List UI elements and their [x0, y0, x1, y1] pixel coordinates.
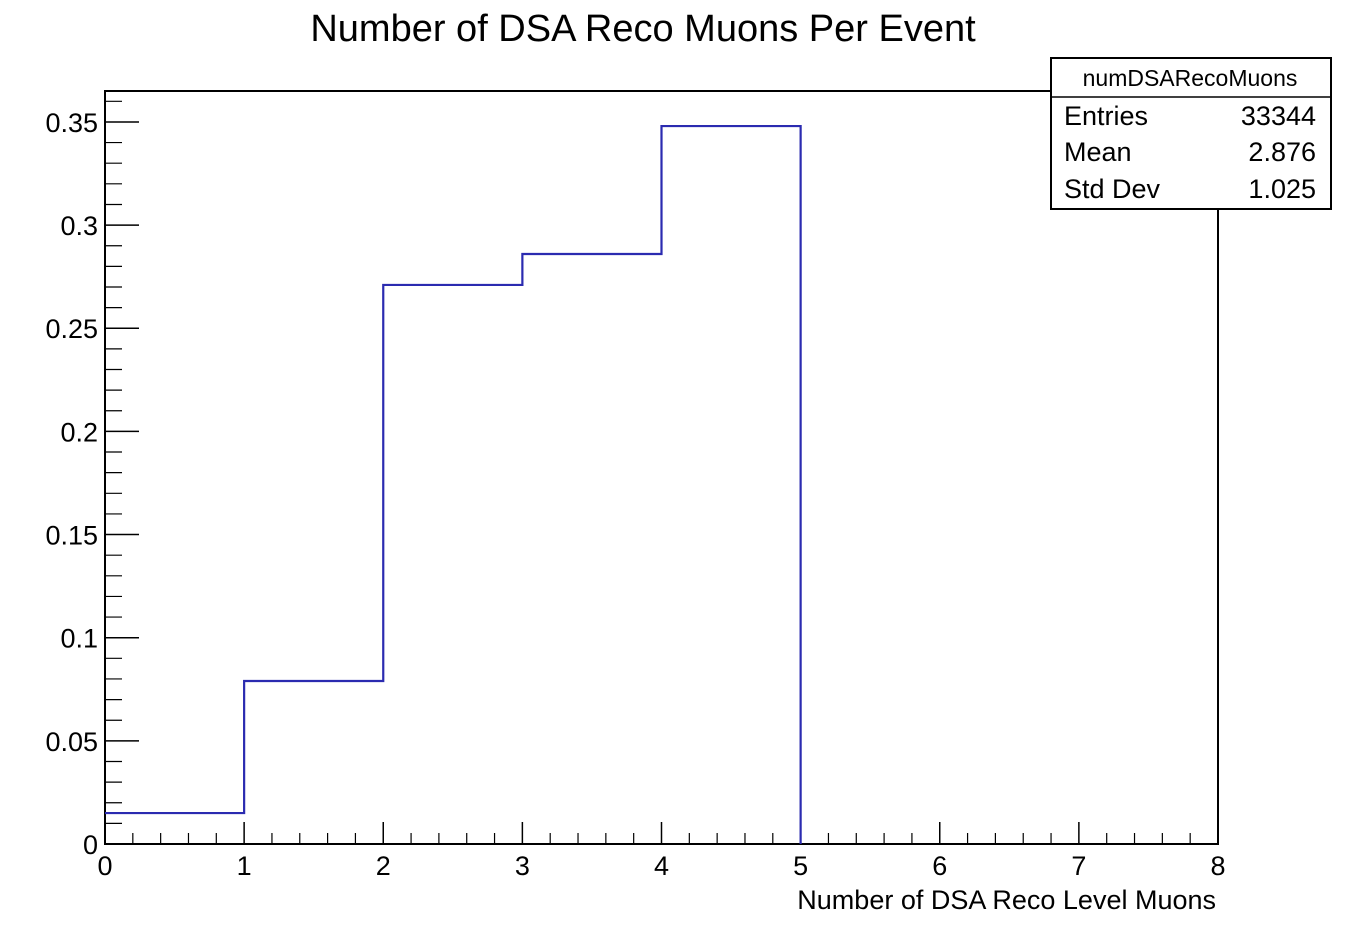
stats-box: numDSARecoMuons Entries 33344 Mean 2.876…	[1050, 57, 1332, 210]
y-tick-label: 0.2	[60, 417, 98, 447]
stats-mean-value: 2.876	[1248, 137, 1316, 167]
x-tick-label: 1	[237, 851, 252, 881]
x-tick-label: 3	[515, 851, 530, 881]
stats-mean-label: Mean	[1064, 137, 1132, 167]
x-axis: 0 1 2 3 4 5 6 7 8	[97, 822, 1226, 881]
y-tick-label: 0.1	[60, 624, 98, 654]
x-tick-label: 8	[1210, 851, 1225, 881]
stats-stddev-label: Std Dev	[1064, 174, 1161, 204]
histogram-series-line	[105, 124, 802, 844]
x-tick-label: 4	[654, 851, 669, 881]
stats-entries-value: 33344	[1241, 101, 1316, 131]
x-tick-label: 0	[97, 851, 112, 881]
x-tick-label: 5	[793, 851, 808, 881]
stats-box-frame	[1050, 57, 1332, 210]
y-tick-label: 0.05	[45, 727, 98, 757]
stats-entries-label: Entries	[1064, 101, 1148, 131]
x-tick-label: 7	[1071, 851, 1086, 881]
x-tick-label: 2	[376, 851, 391, 881]
y-tick-label: 0.15	[45, 521, 98, 551]
y-tick-label: 0.3	[60, 211, 98, 241]
y-tick-label: 0	[83, 830, 98, 860]
y-axis: 0 0.05 0.1 0.15 0.2 0.25 0.3 0.35	[45, 100, 139, 860]
y-tick-label: 0.35	[45, 108, 98, 138]
stats-stddev-value: 1.025	[1248, 174, 1316, 204]
x-tick-label: 6	[932, 851, 947, 881]
chart-title: Number of DSA Reco Muons Per Event	[310, 8, 976, 50]
stats-box-name: numDSARecoMuons	[1083, 65, 1298, 91]
y-tick-label: 0.25	[45, 314, 98, 344]
x-axis-label: Number of DSA Reco Level Muons	[797, 885, 1216, 915]
